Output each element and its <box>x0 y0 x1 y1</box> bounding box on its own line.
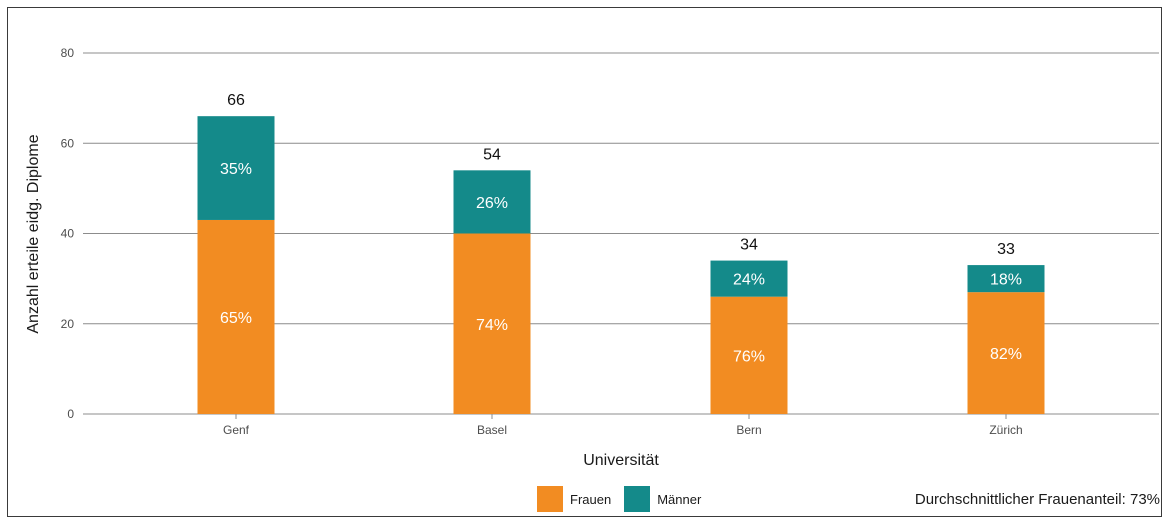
bar-segment-maenner <box>453 170 531 234</box>
legend-label-maenner: Männer <box>657 491 702 507</box>
bar-segment-maenner <box>710 260 788 297</box>
bars <box>197 116 1045 414</box>
chart-frame <box>7 7 1162 517</box>
y-tick-label: 20 <box>61 317 75 331</box>
segment-percent-label: 24% <box>733 272 765 289</box>
segment-percent-label: 35% <box>220 161 252 178</box>
segment-percent-label: 74% <box>476 317 508 334</box>
segment-percent-label: 76% <box>733 348 765 365</box>
average-share-annotation: Durchschnittlicher Frauenanteil: 73% <box>914 491 1160 508</box>
legend-swatch-frauen <box>537 486 563 512</box>
bar-segment-maenner <box>967 265 1045 293</box>
segment-percent-label: 65% <box>220 310 252 327</box>
axes: 0 20 40 60 80 Genf Basel Bern Zürich <box>61 46 1023 437</box>
x-tick-label: Genf <box>223 423 250 437</box>
y-tick-label: 80 <box>61 46 75 60</box>
segment-percent-label: 82% <box>990 346 1022 363</box>
bar-total-label: 33 <box>997 241 1015 258</box>
bar-segment-frauen <box>197 219 275 414</box>
bar-segment-frauen <box>453 233 531 414</box>
bar-segment-maenner <box>197 116 275 220</box>
y-tick-label: 0 <box>67 407 74 421</box>
bar-total-label: 66 <box>227 92 245 109</box>
x-tick-label: Zürich <box>989 423 1022 437</box>
y-axis-title: Anzahl erteile eidg. Diplome <box>25 134 42 333</box>
bar-total-label: 54 <box>483 146 501 163</box>
bar-segment-frauen <box>710 296 788 414</box>
legend-swatch-maenner <box>624 486 651 512</box>
segment-percent-label: 18% <box>990 272 1022 289</box>
legend-label-frauen: Frauen <box>570 491 612 507</box>
data-labels: 65% 35% 66 74% 26% 54 76% 24% 34 82% 18% 33 <box>220 92 1022 365</box>
legend: Frauen Männer <box>537 486 714 512</box>
y-tick-label: 40 <box>61 227 75 241</box>
bar-segment-frauen <box>967 292 1045 414</box>
x-tick-label: Bern <box>736 423 761 437</box>
bar-total-label: 34 <box>740 237 758 254</box>
segment-percent-label: 26% <box>476 195 508 212</box>
y-tick-label: 60 <box>61 136 75 150</box>
x-tick-label: Basel <box>477 423 507 437</box>
x-axis-title: Universität <box>583 452 659 469</box>
